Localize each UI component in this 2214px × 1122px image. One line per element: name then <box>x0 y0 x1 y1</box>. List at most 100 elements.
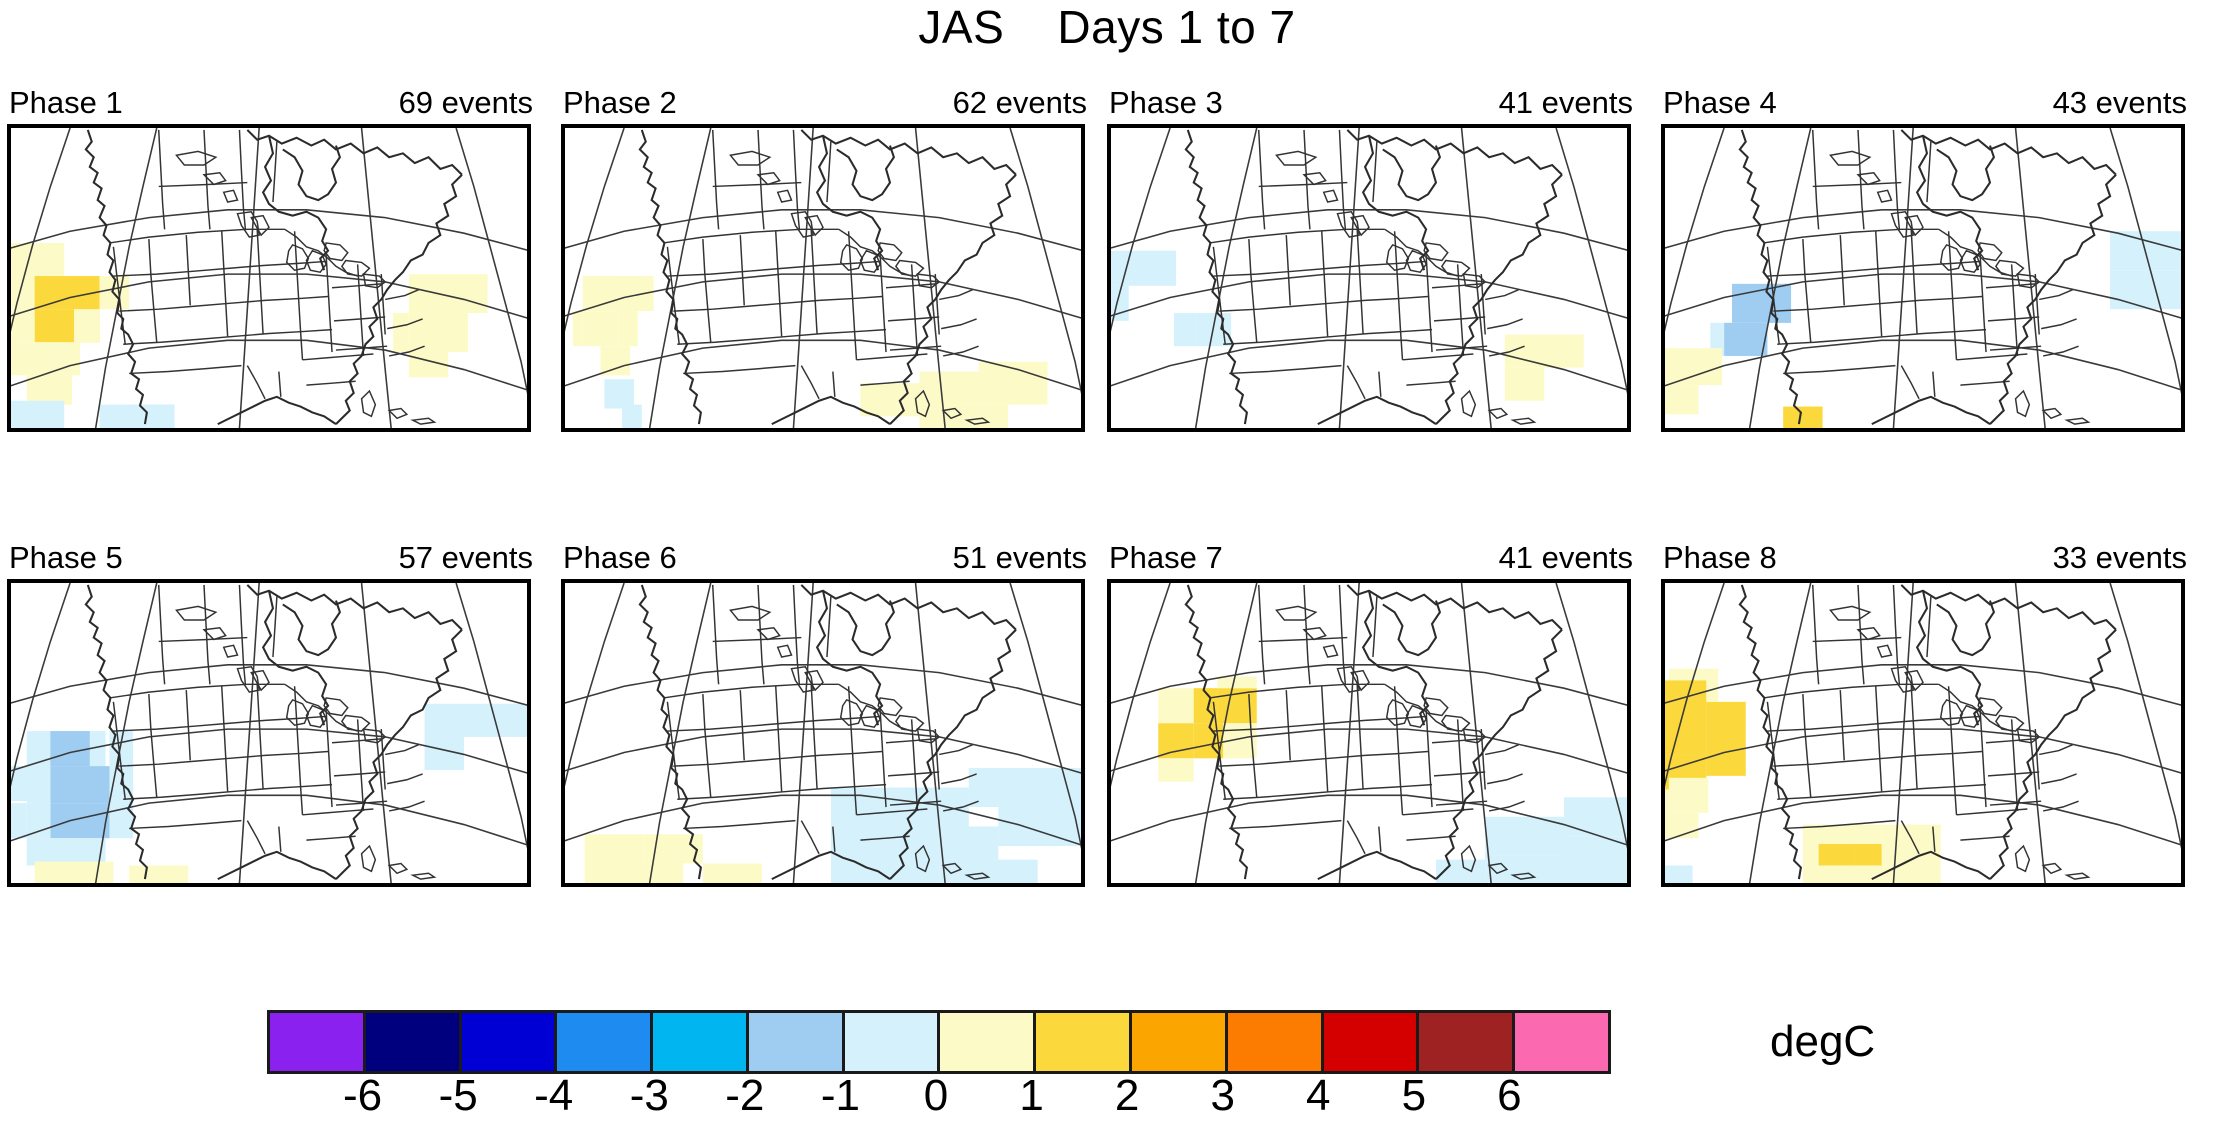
coastline-layer <box>638 129 1017 426</box>
admin-border <box>1365 260 1427 267</box>
anomaly-cell <box>1665 789 1669 839</box>
graticule-layer <box>1111 128 1627 428</box>
admin-border <box>847 686 858 815</box>
admin-border <box>800 820 820 855</box>
graticule-line <box>1665 128 1725 332</box>
admin-border <box>2064 872 2091 880</box>
anomaly-cell <box>1563 797 1627 837</box>
anomaly-cell <box>1783 406 1823 428</box>
colorbar-cell[interactable] <box>1036 1013 1133 1071</box>
colorbar-cell[interactable] <box>748 1013 845 1071</box>
admin-border <box>826 596 832 658</box>
graticule-line <box>1111 664 1627 706</box>
admin-border <box>941 773 977 785</box>
admin-border <box>1425 254 1433 353</box>
admin-border <box>113 719 266 732</box>
admin-border <box>1994 714 2025 732</box>
anomaly-cell <box>1665 348 1699 386</box>
admin-border <box>331 283 382 289</box>
colorbar[interactable] <box>267 1010 1611 1074</box>
map-canvas <box>565 128 1081 428</box>
admin-border <box>2042 800 2079 812</box>
coastline <box>335 174 463 425</box>
graticule-layer <box>1665 583 2181 883</box>
admin-border <box>250 669 270 692</box>
admin-border <box>1350 669 1370 692</box>
admin-border <box>1209 683 1385 699</box>
admin-border <box>325 709 333 808</box>
anomaly-cell <box>26 766 51 804</box>
admin-border <box>1977 697 2003 717</box>
admin-border <box>1857 584 1865 685</box>
admin-border <box>1322 644 1339 658</box>
admin-border <box>340 714 371 732</box>
admin-border <box>1900 820 1920 855</box>
admin-border <box>175 150 218 166</box>
admin-border <box>1900 365 1920 400</box>
admin-border <box>1405 249 1427 273</box>
coastline-layer <box>84 129 463 426</box>
admin-border <box>711 129 720 230</box>
anomaly-shading-layer <box>1665 231 2181 428</box>
anomaly-cell <box>1665 680 1707 755</box>
admin-border <box>1456 264 1465 356</box>
graticule-line <box>565 273 1081 319</box>
colorbar-cell[interactable] <box>844 1013 941 1071</box>
panel-phase-label: Phase 6 <box>563 540 677 575</box>
coastline-layer <box>1184 129 1563 426</box>
colorbar-cell[interactable] <box>1132 1013 1228 1071</box>
admin-border <box>1876 644 1893 658</box>
colorbar-cell[interactable] <box>1323 1013 1420 1071</box>
colorbar-cell[interactable] <box>940 1013 1037 1071</box>
coastline <box>1361 135 1430 271</box>
colorbar-cell[interactable] <box>557 1013 654 1071</box>
admin-border <box>822 328 887 335</box>
map-canvas <box>1111 128 1627 428</box>
graticule-line <box>2014 583 2046 883</box>
admin-border <box>148 238 158 343</box>
admin-border <box>839 698 864 727</box>
colorbar-cell[interactable] <box>365 1013 462 1071</box>
colorbar-cell[interactable] <box>461 1013 558 1071</box>
admin-border <box>819 260 881 267</box>
admin-border <box>1248 238 1258 343</box>
admin-border <box>1368 783 1433 790</box>
admin-border <box>1488 345 1525 357</box>
coastline <box>815 590 884 726</box>
admin-border <box>1406 380 1456 386</box>
colorbar-cell[interactable] <box>1419 1013 1516 1071</box>
admin-border <box>804 669 824 692</box>
coastline <box>1184 129 1249 425</box>
admin-border <box>1926 141 1932 203</box>
graticule-line <box>1665 209 2181 251</box>
colorbar-cell[interactable] <box>1515 1013 1608 1071</box>
admin-border <box>246 365 266 400</box>
admin-border <box>1423 697 1449 717</box>
graticule-layer <box>11 128 527 428</box>
admin-border <box>1302 172 1327 186</box>
admin-border <box>385 289 419 301</box>
graticule-line <box>1338 128 1360 428</box>
admin-border <box>832 826 836 852</box>
colorbar-tick: -4 <box>534 1071 574 1120</box>
map-canvas <box>1665 583 2181 883</box>
admin-border <box>246 820 266 855</box>
anomaly-cell <box>11 309 35 343</box>
admin-border <box>1431 738 1482 744</box>
admin-border <box>756 627 781 641</box>
admin-border <box>879 709 887 808</box>
graticule-line <box>565 128 625 332</box>
coastline-layer <box>1184 584 1563 881</box>
coastline <box>815 135 884 271</box>
colorbar-cell[interactable] <box>270 1013 366 1071</box>
colorbar-cell[interactable] <box>1227 1013 1324 1071</box>
figure-title: JAS Days 1 to 7 <box>918 1 1296 53</box>
anomaly-cell <box>109 803 134 839</box>
admin-border <box>810 684 818 790</box>
panel-event-count: 62 events <box>952 85 1087 120</box>
coastline <box>84 129 149 425</box>
admin-border <box>879 254 887 353</box>
coastline <box>335 629 463 880</box>
coastline <box>1915 135 1984 271</box>
colorbar-cell[interactable] <box>653 1013 749 1071</box>
